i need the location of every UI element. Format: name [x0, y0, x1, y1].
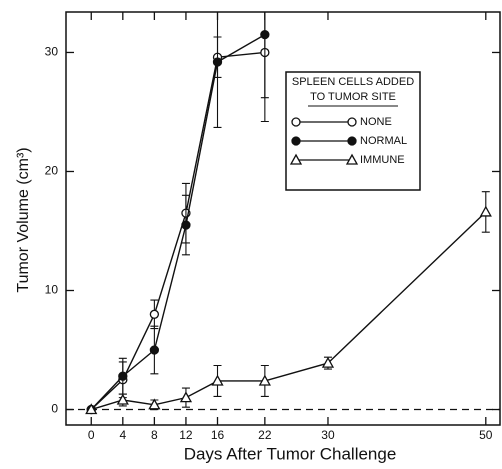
- x-tick-label: 30: [321, 428, 335, 442]
- series-line: [90, 51, 265, 411]
- x-axis-label: Days After Tumor Challenge: [184, 444, 397, 463]
- x-tick-label: 16: [211, 428, 225, 442]
- marker: [321, 356, 335, 368]
- marker: [179, 391, 193, 403]
- marker: [211, 374, 224, 386]
- marker: [85, 403, 98, 415]
- x-tick-label: 0: [88, 428, 95, 442]
- y-tick-label: 0: [51, 402, 58, 416]
- marker: [479, 205, 492, 217]
- x-tick-label: 22: [258, 428, 272, 442]
- x-tick-label: 8: [151, 428, 158, 442]
- x-tick-label: 4: [119, 428, 126, 442]
- x-tick-label: 50: [479, 428, 493, 442]
- marker: [291, 136, 301, 146]
- marker: [148, 398, 161, 410]
- marker: [212, 57, 223, 67]
- marker: [181, 220, 191, 230]
- marker: [258, 374, 271, 386]
- marker: [345, 153, 359, 165]
- marker: [118, 371, 128, 381]
- legend-title: SPLEEN CELLS ADDED: [292, 76, 414, 88]
- marker: [289, 153, 303, 165]
- y-tick-label: 10: [45, 283, 59, 297]
- legend-label: IMMUNE: [360, 154, 405, 166]
- legend-title: TO TUMOR SITE: [310, 91, 396, 103]
- marker: [347, 136, 357, 146]
- marker: [347, 117, 357, 127]
- error-bar: [213, 11, 222, 128]
- marker: [260, 29, 270, 40]
- series-line: [91, 211, 487, 411]
- legend-label: NORMAL: [360, 135, 407, 147]
- y-axis-label: Tumor Volume (cm³): [15, 147, 32, 292]
- marker: [149, 309, 160, 319]
- marker: [291, 117, 301, 127]
- y-tick-label: 30: [45, 45, 59, 59]
- series-line: [90, 34, 266, 411]
- legend-label: NONE: [360, 116, 392, 128]
- plot-frame: [65, 11, 501, 426]
- marker: [149, 345, 160, 355]
- legend-box: [285, 71, 421, 191]
- marker: [116, 393, 129, 405]
- x-tick-label: 12: [179, 428, 193, 442]
- y-tick-label: 20: [45, 164, 59, 178]
- error-bar: [260, 11, 269, 123]
